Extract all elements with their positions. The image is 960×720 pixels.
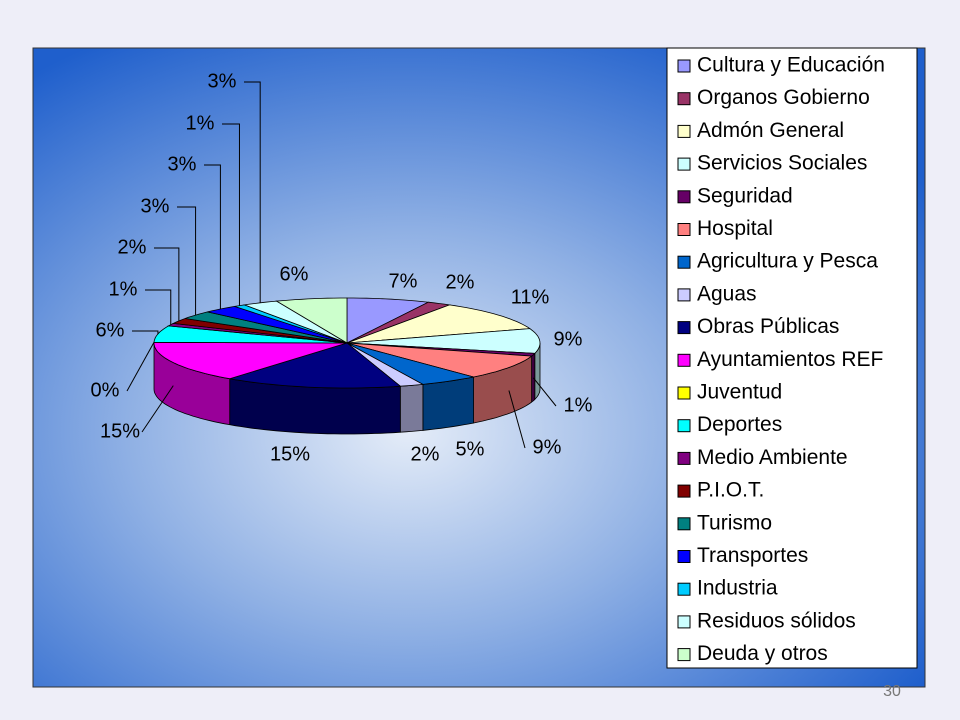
leader-line	[126, 342, 155, 392]
legend-swatch	[677, 386, 691, 400]
slice	[275, 297, 348, 344]
legend-label: Medio Ambiente	[697, 446, 848, 469]
legend-swatch	[677, 223, 691, 236]
legend-swatch	[677, 321, 691, 335]
page-number: 30	[883, 683, 901, 700]
data-label: 11%	[511, 286, 550, 308]
data-label: 2%	[118, 236, 147, 258]
legend-label: Ayuntamientos REF	[697, 348, 883, 371]
data-label: 2%	[446, 271, 475, 293]
legend-label: Agricultura y Pesca	[697, 250, 878, 273]
legend-swatch	[677, 648, 691, 662]
slice-side	[399, 383, 424, 433]
data-label: 6%	[96, 319, 125, 341]
leader-line	[154, 247, 180, 321]
legend-label: Juventud	[697, 381, 782, 404]
data-label: 15%	[100, 420, 140, 442]
legend-label: Residuos sólidos	[697, 609, 856, 632]
data-label: 6%	[280, 263, 309, 285]
slice	[346, 297, 430, 344]
leader-line	[204, 164, 221, 310]
data-label: 1%	[186, 112, 215, 134]
legend-label: Obras Públicas	[697, 315, 839, 338]
legend-label: Organos Gobierno	[697, 86, 870, 109]
legend-swatch	[677, 92, 691, 106]
legend-label: Seguridad	[697, 184, 793, 207]
data-label: 5%	[456, 438, 485, 460]
legend-label: Servicios Sociales	[697, 152, 867, 175]
slice	[346, 342, 533, 378]
legend-swatch	[677, 190, 691, 204]
data-label: 3%	[168, 153, 197, 175]
legend-swatch	[677, 419, 691, 433]
data-label: 1%	[564, 394, 593, 416]
data-label: 9%	[533, 436, 562, 458]
leader-line	[141, 385, 174, 433]
legend-swatch	[677, 615, 691, 629]
legend-swatch	[677, 353, 691, 367]
legend-swatch	[677, 517, 691, 531]
legend-swatch	[677, 550, 691, 563]
legend-swatch	[677, 288, 691, 302]
data-label: 15%	[270, 443, 310, 465]
data-label: 9%	[554, 328, 583, 350]
leader-line	[132, 330, 159, 334]
legend-box	[666, 47, 918, 669]
legend-swatch	[677, 451, 691, 465]
legend-swatch	[677, 59, 691, 73]
legend-swatch	[677, 157, 691, 171]
slice-side	[531, 352, 536, 403]
legend-label: P.I.O.T.	[697, 479, 764, 502]
slice	[346, 304, 531, 344]
leader-line	[177, 206, 197, 316]
legend-swatch	[677, 124, 691, 138]
data-label: 2%	[411, 443, 440, 465]
slice	[229, 342, 402, 389]
slice	[184, 311, 348, 344]
leader-line	[532, 377, 557, 407]
legend-swatch	[677, 484, 691, 498]
slice	[346, 342, 474, 385]
legend-label: Turismo	[697, 511, 772, 534]
legend-label: Deportes	[697, 413, 782, 436]
legend-swatch	[677, 255, 691, 269]
legend-label: Aguas	[697, 282, 757, 305]
legend-label: Cultura y Educación	[697, 54, 885, 77]
legend-swatch	[677, 582, 691, 596]
leader-line	[145, 289, 172, 325]
legend-label: Admón General	[697, 119, 844, 142]
slice	[346, 328, 541, 354]
leader-line	[222, 123, 240, 306]
data-label: 0%	[91, 379, 120, 401]
legend-label: Industria	[697, 577, 778, 600]
slice	[153, 341, 348, 380]
data-label: 7%	[389, 270, 418, 292]
slice-side	[422, 376, 474, 431]
legend-label: Hospital	[697, 217, 773, 240]
leader-line	[508, 390, 526, 449]
data-label: 3%	[141, 195, 170, 217]
legend-label: Transportes	[697, 544, 808, 567]
leader-line	[244, 81, 261, 303]
data-label: 3%	[208, 70, 237, 92]
data-label: 1%	[109, 278, 138, 300]
legend-label: Deuda y otros	[697, 642, 828, 665]
